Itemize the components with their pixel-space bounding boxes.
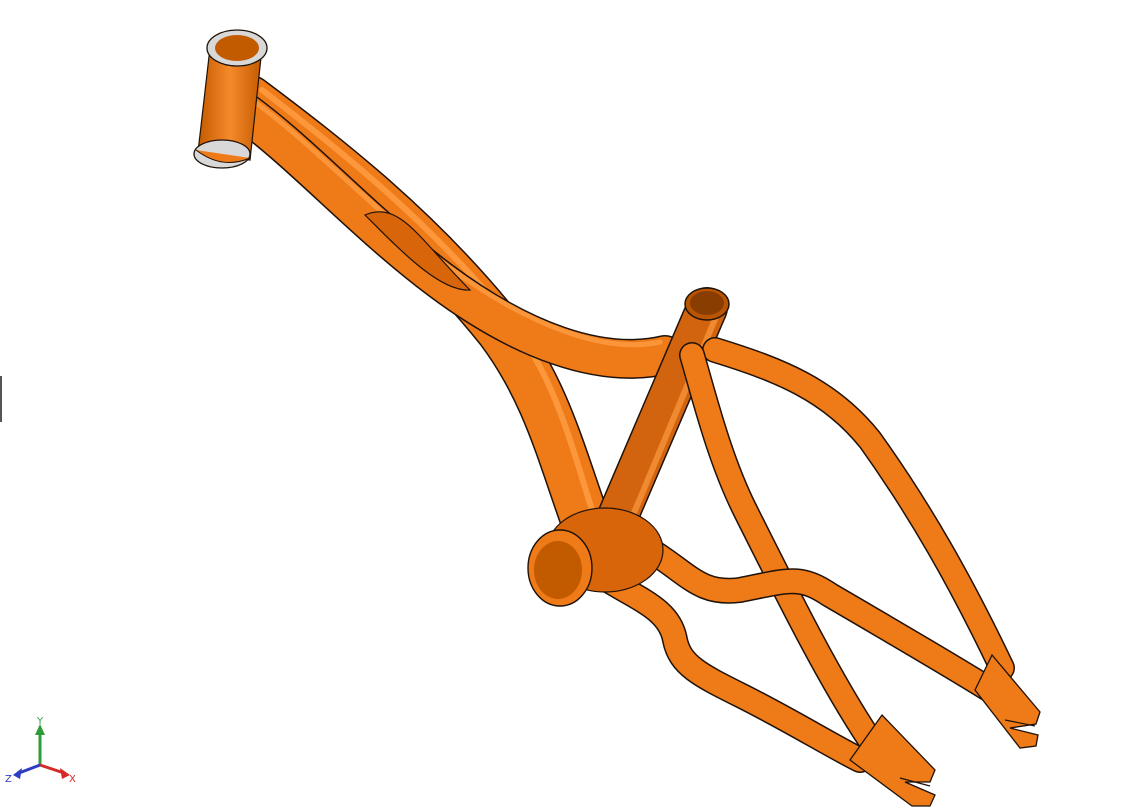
top-tube-fill	[216, 86, 684, 378]
seat-tube-bore	[690, 291, 724, 315]
z-axis-arrow	[18, 763, 41, 775]
y-axis-head	[35, 724, 45, 735]
z-axis-head	[13, 768, 22, 779]
x-axis-arrow	[39, 763, 65, 775]
top-tube-highlight	[242, 92, 663, 348]
dropout-left[interactable]	[849, 713, 936, 807]
dropout-right-slot	[1004, 719, 1036, 727]
chain-stay-right-fill	[638, 538, 1002, 702]
head-tube-bore	[215, 35, 259, 61]
bottom-bracket-bore	[534, 541, 582, 599]
chain-stay-left-fill	[596, 568, 872, 772]
bike-frame-model[interactable]	[193, 29, 1041, 807]
head-tube-bottom-edge	[195, 149, 251, 163]
dropout-left-slot	[899, 777, 931, 787]
x-axis-head	[60, 768, 70, 779]
reference-triad[interactable]: Y X Z	[5, 716, 76, 785]
dropout-right[interactable]	[974, 653, 1041, 749]
triad-y-label: Y	[36, 716, 44, 727]
gusset[interactable]	[363, 211, 472, 291]
seat-stay-left-fill	[680, 343, 882, 752]
panel-splitter-handle[interactable]	[0, 376, 2, 422]
seat-stay-right-fill	[703, 338, 1014, 680]
triad-z-label: Z	[5, 774, 12, 785]
triad-x-label: X	[69, 774, 76, 785]
